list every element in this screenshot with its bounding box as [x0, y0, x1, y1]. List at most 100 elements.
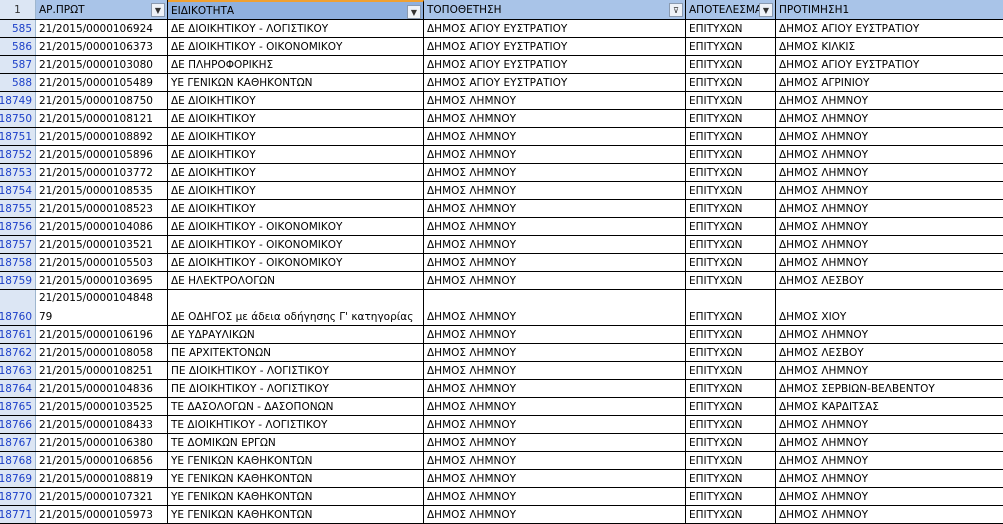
cell-protimisi1[interactable]: ΔΗΜΟΣ ΛΗΜΝΟΥ	[779, 491, 869, 503]
filter-active-icon[interactable]: ⊽	[669, 3, 683, 17]
cell-apotelesma[interactable]: ΕΠΙΤΥΧΩΝ	[686, 74, 776, 91]
cell-ar-prot[interactable]: 21/2015/0000103695	[36, 272, 168, 289]
cell-topothetisi[interactable]: ΔΗΜΟΣ ΛΗΜΝΟΥ	[424, 290, 686, 325]
cell-topothetisi[interactable]: ΔΗΜΟΣ ΛΗΜΝΟΥ	[424, 470, 686, 487]
row-number[interactable]: 18759	[0, 272, 36, 289]
cell-protimisi1[interactable]: ΔΗΜΟΣ ΛΗΜΝΟΥ	[779, 113, 869, 125]
cell-ar-prot[interactable]: 21/2015/0000108819	[36, 470, 168, 487]
cell-protimisi1[interactable]: ΔΗΜΟΣ ΛΗΜΝΟΥ	[779, 131, 869, 143]
cell-topothetisi[interactable]: ΔΗΜΟΣ ΛΗΜΝΟΥ	[424, 488, 686, 505]
row-number[interactable]: 18754	[0, 182, 36, 199]
cell-eidikotita[interactable]: ΔΕ ΔΙΟΙΚΗΤΙΚΟΥ - ΟΙΚΟΝΟΜΙΚΟΥ	[168, 38, 424, 55]
cell-ar-prot[interactable]: 21/2015/0000104086	[36, 218, 168, 235]
row-number[interactable]: 18752	[0, 146, 36, 163]
cell-topothetisi[interactable]: ΔΗΜΟΣ ΑΓΙΟΥ ΕΥΣΤΡΑΤΙΟΥ	[424, 38, 686, 55]
cell-ar-prot[interactable]: 21/2015/0000106373	[36, 38, 168, 55]
cell-apotelesma[interactable]: ΕΠΙΤΥΧΩΝ	[686, 488, 776, 505]
cell-protimisi1[interactable]: ΔΗΜΟΣ ΑΓΙΟΥ ΕΥΣΤΡΑΤΙΟΥ	[779, 23, 920, 35]
cell-eidikotita[interactable]: ΥΕ ΓΕΝΙΚΩΝ ΚΑΘΗΚΟΝΤΩΝ	[168, 470, 424, 487]
cell-apotelesma[interactable]: ΕΠΙΤΥΧΩΝ	[686, 20, 776, 37]
cell-topothetisi[interactable]: ΔΗΜΟΣ ΛΗΜΝΟΥ	[424, 434, 686, 451]
cell-topothetisi[interactable]: ΔΗΜΟΣ ΛΗΜΝΟΥ	[424, 362, 686, 379]
cell-eidikotita[interactable]: ΔΕ ΟΔΗΓΟΣ με άδεια οδήγησης Γ' κατηγορία…	[168, 290, 424, 325]
cell-topothetisi[interactable]: ΔΗΜΟΣ ΛΗΜΝΟΥ	[424, 110, 686, 127]
cell-protimisi1[interactable]: ΔΗΜΟΣ ΛΗΜΝΟΥ	[779, 329, 869, 341]
cell-topothetisi[interactable]: ΔΗΜΟΣ ΛΗΜΝΟΥ	[424, 398, 686, 415]
cell-ar-prot[interactable]: 21/2015/0000105503	[36, 254, 168, 271]
cell-eidikotita[interactable]: ΤΕ ΔΟΜΙΚΩΝ ΕΡΓΩΝ	[168, 434, 424, 451]
cell-eidikotita[interactable]: ΠΕ ΔΙΟΙΚΗΤΙΚΟΥ - ΛΟΓΙΣΤΙΚΟΥ	[168, 380, 424, 397]
cell-ar-prot[interactable]: 21/2015/0000108892	[36, 128, 168, 145]
row-number[interactable]: 18769	[0, 470, 36, 487]
row-number[interactable]: 18761	[0, 326, 36, 343]
cell-ar-prot[interactable]: 21/2015/0000104836	[36, 380, 168, 397]
cell-apotelesma[interactable]: ΕΠΙΤΥΧΩΝ	[686, 326, 776, 343]
cell-ar-prot[interactable]: 21/2015/0000106924	[36, 20, 168, 37]
cell-apotelesma[interactable]: ΕΠΙΤΥΧΩΝ	[686, 362, 776, 379]
cell-apotelesma[interactable]: ΕΠΙΤΥΧΩΝ	[686, 164, 776, 181]
cell-topothetisi[interactable]: ΔΗΜΟΣ ΛΗΜΝΟΥ	[424, 200, 686, 217]
cell-topothetisi[interactable]: ΔΗΜΟΣ ΛΗΜΝΟΥ	[424, 254, 686, 271]
cell-apotelesma[interactable]: ΕΠΙΤΥΧΩΝ	[686, 92, 776, 109]
cell-ar-prot[interactable]: 21/2015/0000108523	[36, 200, 168, 217]
cell-topothetisi[interactable]: ΔΗΜΟΣ ΛΗΜΝΟΥ	[424, 128, 686, 145]
cell-topothetisi[interactable]: ΔΗΜΟΣ ΛΗΜΝΟΥ	[424, 236, 686, 253]
cell-ar-prot[interactable]: 21/2015/0000104848 79	[36, 290, 168, 325]
row-number[interactable]: 586	[0, 38, 36, 55]
cell-apotelesma[interactable]: ΕΠΙΤΥΧΩΝ	[686, 380, 776, 397]
cell-ar-prot[interactable]: 21/2015/0000103521	[36, 236, 168, 253]
cell-protimisi1[interactable]: ΔΗΜΟΣ ΛΗΜΝΟΥ	[779, 221, 869, 233]
row-number[interactable]: 18762	[0, 344, 36, 361]
cell-topothetisi[interactable]: ΔΗΜΟΣ ΛΗΜΝΟΥ	[424, 182, 686, 199]
cell-protimisi1[interactable]: ΔΗΜΟΣ ΛΗΜΝΟΥ	[779, 185, 869, 197]
cell-eidikotita[interactable]: ΔΕ ΥΔΡΑΥΛΙΚΩΝ	[168, 326, 424, 343]
cell-apotelesma[interactable]: ΕΠΙΤΥΧΩΝ	[686, 434, 776, 451]
cell-protimisi1[interactable]: ΔΗΜΟΣ ΛΗΜΝΟΥ	[779, 239, 869, 251]
cell-eidikotita[interactable]: ΔΕ ΔΙΟΙΚΗΤΙΚΟΥ	[168, 146, 424, 163]
cell-eidikotita[interactable]: ΔΕ ΔΙΟΙΚΗΤΙΚΟΥ - ΛΟΓΙΣΤΙΚΟΥ	[168, 20, 424, 37]
cell-ar-prot[interactable]: 21/2015/0000106380	[36, 434, 168, 451]
cell-eidikotita[interactable]: ΔΕ ΔΙΟΙΚΗΤΙΚΟΥ	[168, 182, 424, 199]
cell-protimisi1[interactable]: ΔΗΜΟΣ ΛΗΜΝΟΥ	[779, 149, 869, 161]
cell-protimisi1[interactable]: ΔΗΜΟΣ ΛΗΜΝΟΥ	[779, 419, 869, 431]
row-number[interactable]: 18756	[0, 218, 36, 235]
cell-apotelesma[interactable]: ΕΠΙΤΥΧΩΝ	[686, 254, 776, 271]
cell-topothetisi[interactable]: ΔΗΜΟΣ ΛΗΜΝΟΥ	[424, 452, 686, 469]
cell-topothetisi[interactable]: ΔΗΜΟΣ ΛΗΜΝΟΥ	[424, 326, 686, 343]
cell-protimisi1[interactable]: ΔΗΜΟΣ ΛΗΜΝΟΥ	[779, 203, 869, 215]
cell-protimisi1[interactable]: ΔΗΜΟΣ ΑΓΙΟΥ ΕΥΣΤΡΑΤΙΟΥ	[779, 59, 920, 71]
cell-ar-prot[interactable]: 21/2015/0000103772	[36, 164, 168, 181]
cell-topothetisi[interactable]: ΔΗΜΟΣ ΛΗΜΝΟΥ	[424, 146, 686, 163]
cell-ar-prot[interactable]: 21/2015/0000106856	[36, 452, 168, 469]
row-number[interactable]: 585	[0, 20, 36, 37]
cell-eidikotita[interactable]: ΔΕ ΔΙΟΙΚΗΤΙΚΟΥ - ΟΙΚΟΝΟΜΙΚΟΥ	[168, 218, 424, 235]
cell-protimisi1[interactable]: ΔΗΜΟΣ ΚΑΡΔΙΤΣΑΣ	[779, 401, 879, 413]
cell-eidikotita[interactable]: ΔΕ ΔΙΟΙΚΗΤΙΚΟΥ - ΟΙΚΟΝΟΜΙΚΟΥ	[168, 236, 424, 253]
cell-eidikotita[interactable]: ΥΕ ΓΕΝΙΚΩΝ ΚΑΘΗΚΟΝΤΩΝ	[168, 74, 424, 91]
cell-eidikotita[interactable]: ΥΕ ΓΕΝΙΚΩΝ ΚΑΘΗΚΟΝΤΩΝ	[168, 452, 424, 469]
cell-protimisi1[interactable]: ΔΗΜΟΣ ΛΗΜΝΟΥ	[779, 473, 869, 485]
cell-apotelesma[interactable]: ΕΠΙΤΥΧΩΝ	[686, 290, 776, 325]
row-number[interactable]: 18760	[0, 290, 36, 325]
cell-protimisi1[interactable]: ΔΗΜΟΣ ΛΗΜΝΟΥ	[779, 95, 869, 107]
cell-topothetisi[interactable]: ΔΗΜΟΣ ΛΗΜΝΟΥ	[424, 416, 686, 433]
cell-protimisi1[interactable]: ΔΗΜΟΣ ΑΓΡΙΝΙΟΥ	[779, 77, 870, 89]
cell-ar-prot[interactable]: 21/2015/0000106196	[36, 326, 168, 343]
cell-eidikotita[interactable]: ΤΕ ΔΑΣΟΛΟΓΩΝ - ΔΑΣΟΠΟΝΩΝ	[168, 398, 424, 415]
cell-protimisi1[interactable]: ΔΗΜΟΣ ΛΕΣΒΟΥ	[779, 347, 864, 359]
cell-ar-prot[interactable]: 21/2015/0000107321	[36, 488, 168, 505]
cell-protimisi1[interactable]: ΔΗΜΟΣ ΣΕΡΒΙΩΝ-ΒΕΛΒΕΝΤΟΥ	[779, 383, 935, 395]
row-number[interactable]: 18757	[0, 236, 36, 253]
cell-apotelesma[interactable]: ΕΠΙΤΥΧΩΝ	[686, 146, 776, 163]
cell-apotelesma[interactable]: ΕΠΙΤΥΧΩΝ	[686, 398, 776, 415]
cell-apotelesma[interactable]: ΕΠΙΤΥΧΩΝ	[686, 128, 776, 145]
cell-protimisi1[interactable]: ΔΗΜΟΣ ΛΗΜΝΟΥ	[779, 257, 869, 269]
cell-eidikotita[interactable]: ΥΕ ΓΕΝΙΚΩΝ ΚΑΘΗΚΟΝΤΩΝ	[168, 488, 424, 505]
cell-eidikotita[interactable]: ΠΕ ΔΙΟΙΚΗΤΙΚΟΥ - ΛΟΓΙΣΤΙΚΟΥ	[168, 362, 424, 379]
row-number[interactable]: 18768	[0, 452, 36, 469]
filter-dropdown-icon[interactable]: ▼	[759, 3, 773, 17]
cell-apotelesma[interactable]: ΕΠΙΤΥΧΩΝ	[686, 452, 776, 469]
cell-eidikotita[interactable]: ΔΕ ΔΙΟΙΚΗΤΙΚΟΥ	[168, 92, 424, 109]
cell-ar-prot[interactable]: 21/2015/0000108251	[36, 362, 168, 379]
row-number[interactable]: 18753	[0, 164, 36, 181]
